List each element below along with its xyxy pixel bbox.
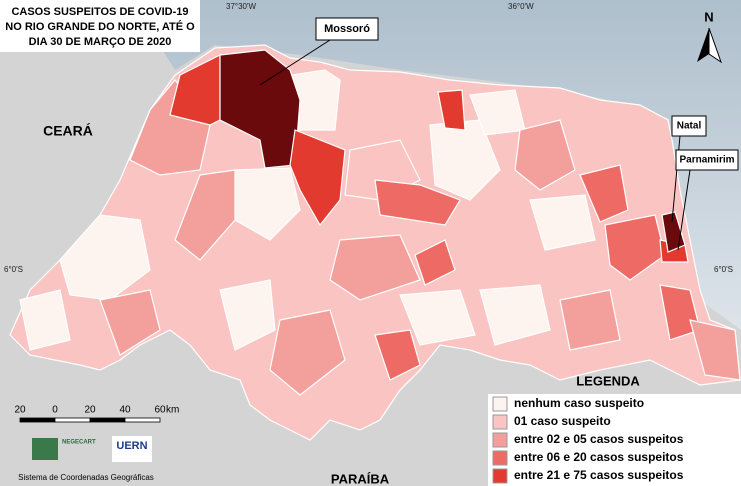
scale-segment xyxy=(89,417,126,423)
scale-unit: km xyxy=(166,405,179,416)
place-label: Natal xyxy=(677,121,702,132)
legend-swatch xyxy=(492,414,508,430)
legend-title: LEGENDA xyxy=(576,373,640,388)
legend-label: entre 06 e 20 casos suspeitos xyxy=(514,450,684,464)
callout-line xyxy=(677,169,691,251)
logo-text: UERN xyxy=(116,440,147,452)
legend-label: entre 02 e 05 casos suspeitos xyxy=(514,432,684,446)
scale-label: 20 xyxy=(14,405,26,416)
municipality xyxy=(289,129,346,227)
municipality xyxy=(19,289,71,351)
municipalities xyxy=(19,49,741,396)
legend-swatch xyxy=(492,468,508,484)
municipality xyxy=(374,329,421,381)
municipality xyxy=(399,289,476,346)
municipality xyxy=(99,289,161,356)
municipality xyxy=(329,234,421,301)
scale-label: 0 xyxy=(52,405,58,416)
municipality xyxy=(579,164,629,223)
scale-label: 40 xyxy=(119,405,131,416)
north-label: N xyxy=(704,9,713,24)
municipality xyxy=(269,309,346,396)
scale-bar: 20 0 20 40 60 km xyxy=(14,405,179,423)
sea xyxy=(0,0,741,330)
footer: Sistema de Coordenadas Geográficas xyxy=(18,473,154,482)
logo-box xyxy=(112,436,152,462)
legend: nenhum caso suspeito 01 caso suspeito entr… xyxy=(492,396,684,484)
municipality xyxy=(174,169,236,261)
callout-box xyxy=(675,149,739,171)
municipality xyxy=(529,194,596,251)
municipality xyxy=(219,279,276,351)
legend-swatch xyxy=(492,432,508,448)
municipality xyxy=(514,119,576,191)
municipality xyxy=(429,119,501,201)
municipality xyxy=(559,289,621,351)
legend-swatch xyxy=(492,450,508,466)
legend-box xyxy=(488,394,741,486)
legend-label: entre 21 e 75 casos suspeitos xyxy=(514,468,684,482)
municipality xyxy=(689,319,741,381)
title-line: CASOS SUSPEITOS DE COVID-19 xyxy=(11,6,188,18)
municipality xyxy=(437,89,466,131)
legend-swatch xyxy=(492,396,508,412)
municipality xyxy=(414,239,456,286)
title-line: NO RIO GRANDE DO NORTE, ATÉ O xyxy=(5,20,195,33)
municipality xyxy=(479,284,551,346)
callout-box xyxy=(671,115,707,137)
place-label: Mossoró xyxy=(324,23,370,35)
title-box xyxy=(0,0,200,52)
coord-label: 36°0'W xyxy=(508,2,534,11)
municipality xyxy=(604,214,666,281)
callout-box xyxy=(315,17,379,41)
scale-label: 60 xyxy=(154,405,166,416)
coord-label: 6°0'S xyxy=(714,265,733,274)
north-arrow xyxy=(708,27,722,64)
municipality xyxy=(59,214,151,301)
logo-icon xyxy=(32,438,58,460)
coord-label: 6°0'S xyxy=(4,265,23,274)
municipality xyxy=(169,54,221,126)
north-arrow xyxy=(697,28,709,62)
title-line: DIA 30 DE MARÇO DE 2020 xyxy=(29,36,172,48)
municipality xyxy=(374,179,461,226)
scale-segment xyxy=(19,417,56,423)
logo-text: NEGECART xyxy=(62,440,96,446)
scale-label: 20 xyxy=(84,405,96,416)
legend-label: nenhum caso suspeito xyxy=(514,396,644,410)
neighbor-label: PARAÍBA xyxy=(331,471,390,486)
coord-label: 37°30'W xyxy=(226,2,257,11)
callout-line xyxy=(259,39,331,86)
place-label: Parnamirim xyxy=(679,155,734,166)
scale-segment xyxy=(54,417,91,423)
neighbor-label: CEARÁ xyxy=(43,123,93,139)
legend-label: 01 caso suspeito xyxy=(514,414,611,428)
scale-segment xyxy=(124,417,161,423)
